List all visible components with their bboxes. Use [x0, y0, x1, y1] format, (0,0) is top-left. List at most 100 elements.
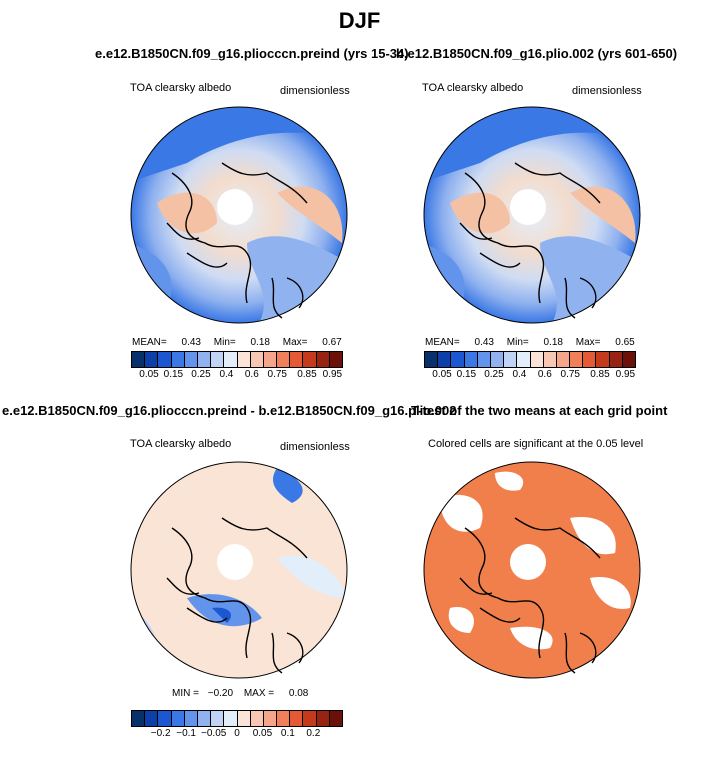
- colorbar-swatch: [329, 711, 342, 726]
- variable-label-top-left: TOA clearsky albedo: [130, 82, 232, 94]
- colorbar-swatch: [158, 352, 172, 367]
- panel-title-top-right: b.e12.B1850CN.f09_g16.plio.002 (yrs 601-…: [396, 46, 678, 61]
- coastlines: [459, 517, 601, 674]
- colorbar-tick-label: 0.05: [432, 369, 452, 380]
- colorbar-tick-label: 0.6: [537, 369, 552, 380]
- colorbar-swatch: [556, 352, 571, 367]
- colorbar-swatch: [197, 352, 212, 367]
- colorbar-swatch: [316, 352, 330, 367]
- colorbar-swatch: [145, 352, 159, 367]
- max-label: Max=: [575, 337, 601, 348]
- colorbar-tick-label: 0.4: [512, 369, 527, 380]
- colorbar-tick-label: 0.4: [219, 369, 234, 380]
- colorbar-tick-label: 0.6: [244, 369, 259, 380]
- colorbar-swatch: [211, 352, 225, 367]
- colorbar-swatch: [570, 352, 584, 367]
- max-label: MAX =: [243, 688, 275, 699]
- min-label: Min=: [213, 337, 236, 348]
- mean-value: 0.43: [474, 337, 494, 348]
- colorbar-tick-label: 0.2: [306, 728, 321, 739]
- colorbar-swatch: [464, 352, 478, 367]
- map-border: [423, 461, 641, 679]
- pole-hole: [510, 189, 546, 225]
- colorbar-swatch: [184, 711, 198, 726]
- stats-bottom-left: MIN = −0.20 MAX = 0.08: [172, 688, 308, 699]
- map-border: [423, 106, 641, 324]
- map-border: [130, 106, 348, 324]
- figure-title: DJF: [338, 8, 381, 33]
- max-value: 0.67: [322, 337, 342, 348]
- colorbar-swatch: [277, 352, 291, 367]
- colorbar-swatch: [438, 352, 452, 367]
- colorbar-tick-label: 0.05: [252, 728, 273, 739]
- colorbar-swatch: [477, 352, 491, 367]
- min-value: 0.18: [250, 337, 270, 348]
- colorbar-swatch: [451, 352, 465, 367]
- map-top-left: [130, 106, 348, 324]
- significance-note: Colored cells are significant at the 0.0…: [428, 438, 644, 450]
- max-label: Max=: [282, 337, 308, 348]
- panel-title-bottom-right: T-test of the two means at each grid poi…: [411, 403, 668, 418]
- pole-hole: [510, 544, 546, 580]
- colorbar-swatch: [316, 711, 330, 726]
- pole-hole: [217, 544, 253, 580]
- colorbar-tick-label: 0.75: [560, 369, 580, 380]
- colorbar-tick-label: 0.95: [322, 369, 343, 380]
- coastlines: [166, 517, 308, 674]
- panel-title-bottom-left: e.e12.B1850CN.f09_g16.pliocccn.preind - …: [2, 403, 457, 418]
- colorbar-tick-label: 0.85: [590, 369, 610, 380]
- colorbar-tick-label: 0.05: [139, 369, 159, 380]
- colorbar-swatch: [237, 352, 251, 367]
- colorbar-swatch: [596, 352, 610, 367]
- colorbar-swatch: [543, 352, 557, 367]
- colorbar-top-right: [424, 351, 636, 368]
- max-value: 0.65: [615, 337, 635, 348]
- colorbar-swatch: [263, 352, 278, 367]
- colorbar-swatch: [277, 711, 291, 726]
- colorbar-swatch: [171, 711, 185, 726]
- colorbar-tick-label: 0.95: [615, 369, 636, 380]
- colorbar-swatch: [132, 711, 146, 726]
- stats-top-left: MEAN= 0.43 Min= 0.18 Max= 0.67: [132, 337, 342, 348]
- mean-label: MEAN=: [132, 337, 167, 348]
- colorbar-tick-label: 0.1: [280, 728, 295, 739]
- colorbar-swatch: [425, 352, 439, 367]
- mean-value: 0.43: [181, 337, 201, 348]
- colorbar-tick-label: 0.75: [267, 369, 287, 380]
- colorbar-swatch: [517, 352, 531, 367]
- colorbar-swatch: [145, 711, 159, 726]
- colorbar-swatch: [197, 711, 212, 726]
- min-value: −0.20: [207, 688, 234, 699]
- variable-label-bottom-left: TOA clearsky albedo: [130, 438, 232, 450]
- colorbar-ticks-bottom-left: −0.2 −0.1 −0.05 0 0.05 0.1 0.2: [131, 728, 343, 742]
- pole-hole: [217, 189, 253, 225]
- colorbar-swatch: [329, 352, 342, 367]
- colorbar-swatch: [290, 352, 304, 367]
- colorbar-swatch: [237, 711, 251, 726]
- map-border: [130, 461, 348, 679]
- colorbar-tick-label: 0.25: [191, 369, 211, 380]
- colorbar-swatch: [530, 352, 544, 367]
- colorbar-tick-label: 0: [234, 728, 240, 739]
- map-top-right: [423, 106, 641, 324]
- colorbar-tick-label: 0.15: [456, 369, 477, 380]
- colorbar-swatch: [490, 352, 505, 367]
- mean-label: MEAN=: [425, 337, 460, 348]
- min-value: 0.18: [543, 337, 563, 348]
- colorbar-swatch: [224, 352, 238, 367]
- colorbar-ticks-top-right: 0.05 0.15 0.25 0.4 0.6 0.75 0.85 0.95: [424, 369, 636, 383]
- units-label-top-left: dimensionless: [280, 85, 350, 97]
- colorbar-swatch: [263, 711, 278, 726]
- colorbar-swatch: [132, 352, 146, 367]
- colorbar-bottom-left: [131, 710, 343, 727]
- colorbar-tick-label: 0.85: [297, 369, 317, 380]
- colorbar-tick-label: −0.1: [176, 728, 196, 739]
- max-value: 0.08: [288, 688, 309, 699]
- colorbar-tick-label: −0.05: [201, 728, 227, 739]
- min-label: Min=: [506, 337, 529, 348]
- colorbar-top-left: [131, 351, 343, 368]
- colorbar-tick-label: 0.15: [163, 369, 184, 380]
- min-label: MIN =: [172, 688, 199, 699]
- units-label-top-right: dimensionless: [572, 85, 642, 97]
- colorbar-swatch: [171, 352, 185, 367]
